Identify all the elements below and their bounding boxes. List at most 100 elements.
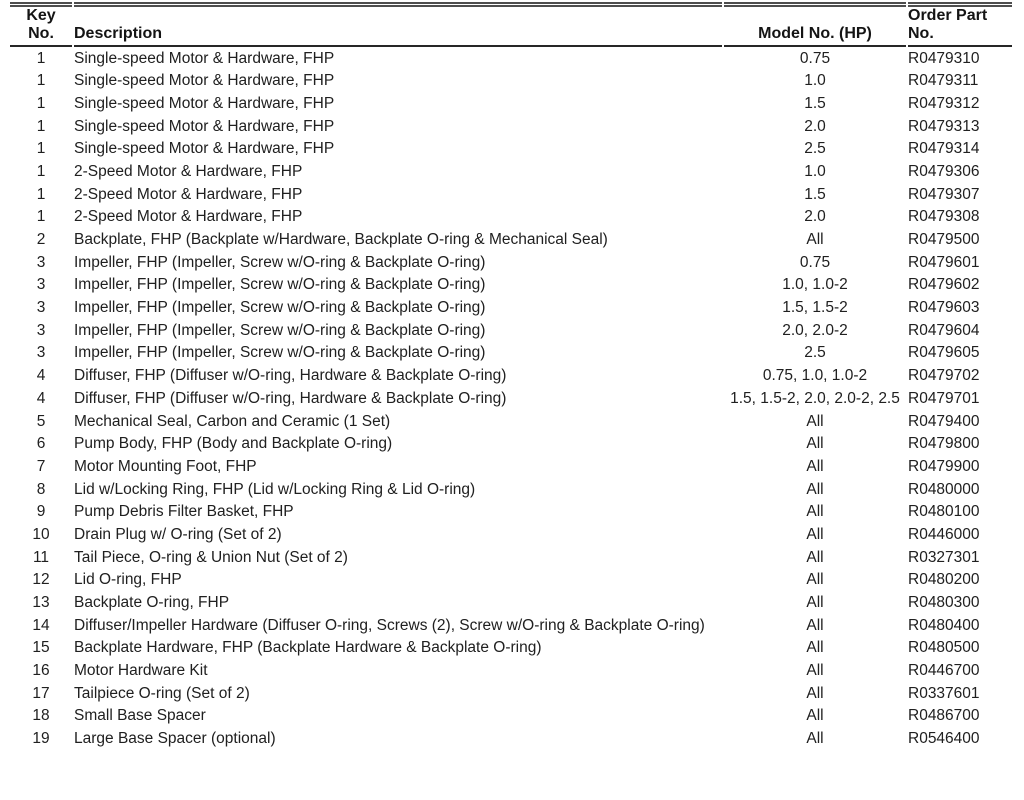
row-model-no: 2.5 [804, 140, 826, 158]
row-model-no: All [806, 231, 824, 249]
row-model-no: 0.75 [799, 253, 831, 271]
row-model-no: All [806, 707, 824, 725]
row-model-no: All [806, 525, 824, 543]
table-row: 5 Mechanical Seal, Carbon and Ceramic (1 … [10, 410, 1012, 433]
row-description: Mechanical Seal, Carbon and Ceramic (1 S… [74, 412, 391, 430]
row-description: 2-Speed Motor & Hardware, FHP [74, 208, 303, 226]
column-header-order-part-no: Order Part No. [908, 2, 1012, 48]
row-order-part-no: R0479900 [908, 457, 980, 475]
row-description: Motor Hardware Kit [74, 662, 208, 680]
row-model-no: 1.5, 1.5-2, 2.0, 2.0-2, 2.5 [730, 389, 900, 407]
row-description: Single-speed Motor & Hardware, FHP [74, 140, 335, 158]
row-key-no: 1 [36, 208, 46, 226]
table-row: 16 Motor Hardware Kit All R0446700 [10, 660, 1012, 683]
row-key-no: 4 [36, 367, 46, 385]
table-row: 6 Pump Body, FHP (Body and Backplate O-ri… [10, 433, 1012, 456]
table-row: 1 2-Speed Motor & Hardware, FHP 1.5 R047930… [10, 183, 1012, 206]
row-order-part-no: R0479602 [908, 276, 980, 294]
row-key-no: 15 [32, 639, 50, 657]
column-header-description: Description [74, 2, 722, 48]
row-key-no: 11 [32, 548, 50, 566]
table-row: 13 Backplate O-ring, FHP All R0480300 [10, 592, 1012, 615]
row-description: Impeller, FHP (Impeller, Screw w/O-ring … [74, 299, 486, 317]
table-row: 19 Large Base Spacer (optional) All R054640… [10, 728, 1012, 751]
row-order-part-no: R0479604 [908, 321, 980, 339]
row-key-no: 16 [32, 662, 50, 680]
row-description: Diffuser, FHP (Diffuser w/O-ring, Hardwa… [74, 367, 507, 385]
row-key-no: 1 [36, 94, 46, 112]
row-key-no: 7 [36, 457, 46, 475]
row-description: Pump Debris Filter Basket, FHP [74, 503, 294, 521]
table-row: 3 Impeller, FHP (Impeller, Screw w/O-ring… [10, 319, 1012, 342]
row-model-no: All [806, 412, 824, 430]
row-key-no: 3 [36, 344, 46, 362]
table-row: 1 2-Speed Motor & Hardware, FHP 1.0 R047930… [10, 161, 1012, 184]
row-description: Diffuser/Impeller Hardware (Diffuser O-r… [74, 616, 705, 634]
row-key-no: 1 [36, 185, 46, 203]
row-order-part-no: R0446700 [908, 662, 980, 680]
row-key-no: 4 [36, 389, 46, 407]
row-order-part-no: R0479310 [908, 49, 980, 67]
row-key-no: 18 [32, 707, 50, 725]
table-row: 3 Impeller, FHP (Impeller, Screw w/O-ring… [10, 297, 1012, 320]
row-model-no: 1.5 [804, 185, 826, 203]
row-key-no: 13 [32, 594, 50, 612]
row-order-part-no: R0479311 [908, 72, 979, 90]
table-row: 2 Backplate, FHP (Backplate w/Hardware, B… [10, 229, 1012, 252]
row-model-no: All [806, 594, 824, 612]
row-description: 2-Speed Motor & Hardware, FHP [74, 185, 303, 203]
row-order-part-no: R0479701 [908, 389, 980, 407]
row-key-no: 1 [36, 117, 46, 135]
column-header-model-no: Model No. (HP) [724, 2, 906, 48]
row-description: Lid O-ring, FHP [74, 571, 182, 589]
row-order-part-no: R0479400 [908, 412, 980, 430]
row-order-part-no: R0479307 [908, 185, 980, 203]
row-model-no: All [806, 435, 824, 453]
table-row: 9 Pump Debris Filter Basket, FHP All R04801… [10, 501, 1012, 524]
row-description: Tail Piece, O-ring & Union Nut (Set of 2… [74, 548, 348, 566]
table-row: 4 Diffuser, FHP (Diffuser w/O-ring, Hardw… [10, 365, 1012, 388]
row-model-no: 2.0, 2.0-2 [782, 321, 848, 339]
row-description: Motor Mounting Foot, FHP [74, 457, 257, 475]
row-key-no: 5 [36, 412, 46, 430]
row-model-no: 1.0, 1.0-2 [782, 276, 848, 294]
row-key-no: 8 [36, 480, 46, 498]
table-row: 3 Impeller, FHP (Impeller, Screw w/O-ring… [10, 251, 1012, 274]
table-row: 8 Lid w/Locking Ring, FHP (Lid w/Locking … [10, 478, 1012, 501]
row-model-no: All [806, 730, 824, 748]
parts-table-page: Key No. Description Model No. (HP) Order… [8, 2, 1014, 751]
row-description: Backplate, FHP (Backplate w/Hardware, Ba… [74, 231, 608, 249]
row-order-part-no: R0480000 [908, 480, 980, 498]
row-order-part-no: R0479605 [908, 344, 980, 362]
table-row: 1 Single-speed Motor & Hardware, FHP 2.5 R0… [10, 138, 1012, 161]
table-row: 17 Tailpiece O-ring (Set of 2) All R0337601 [10, 682, 1012, 705]
row-model-no: 2.0 [804, 208, 826, 226]
row-key-no: 10 [32, 525, 50, 543]
row-order-part-no: R0480500 [908, 639, 980, 657]
row-key-no: 3 [36, 321, 46, 339]
row-description: Impeller, FHP (Impeller, Screw w/O-ring … [74, 253, 486, 271]
row-model-no: 0.75, 1.0, 1.0-2 [762, 367, 868, 385]
table-row: 1 Single-speed Motor & Hardware, FHP 0.75 R… [10, 47, 1012, 70]
row-order-part-no: R0327301 [908, 548, 980, 566]
row-order-part-no: R0480200 [908, 571, 980, 589]
row-description: Drain Plug w/ O-ring (Set of 2) [74, 525, 282, 543]
table-row: 1 Single-speed Motor & Hardware, FHP 1.0 R0… [10, 70, 1012, 93]
row-key-no: 1 [36, 140, 46, 158]
row-model-no: All [806, 480, 824, 498]
row-model-no: All [806, 616, 824, 634]
row-description: Large Base Spacer (optional) [74, 730, 276, 748]
row-key-no: 2 [36, 231, 46, 249]
row-key-no: 17 [32, 684, 50, 702]
row-key-no: 3 [36, 299, 46, 317]
row-description: Tailpiece O-ring (Set of 2) [74, 684, 250, 702]
row-order-part-no: R0479603 [908, 299, 980, 317]
row-model-no: All [806, 548, 824, 566]
row-order-part-no: R0480400 [908, 616, 980, 634]
table-row: 1 Single-speed Motor & Hardware, FHP 2.0 R0… [10, 115, 1012, 138]
row-order-part-no: R0337601 [908, 684, 980, 702]
table-row: 4 Diffuser, FHP (Diffuser w/O-ring, Hardw… [10, 388, 1012, 411]
row-key-no: 9 [36, 503, 46, 521]
table-row: 14 Diffuser/Impeller Hardware (Diffuser O… [10, 614, 1012, 637]
